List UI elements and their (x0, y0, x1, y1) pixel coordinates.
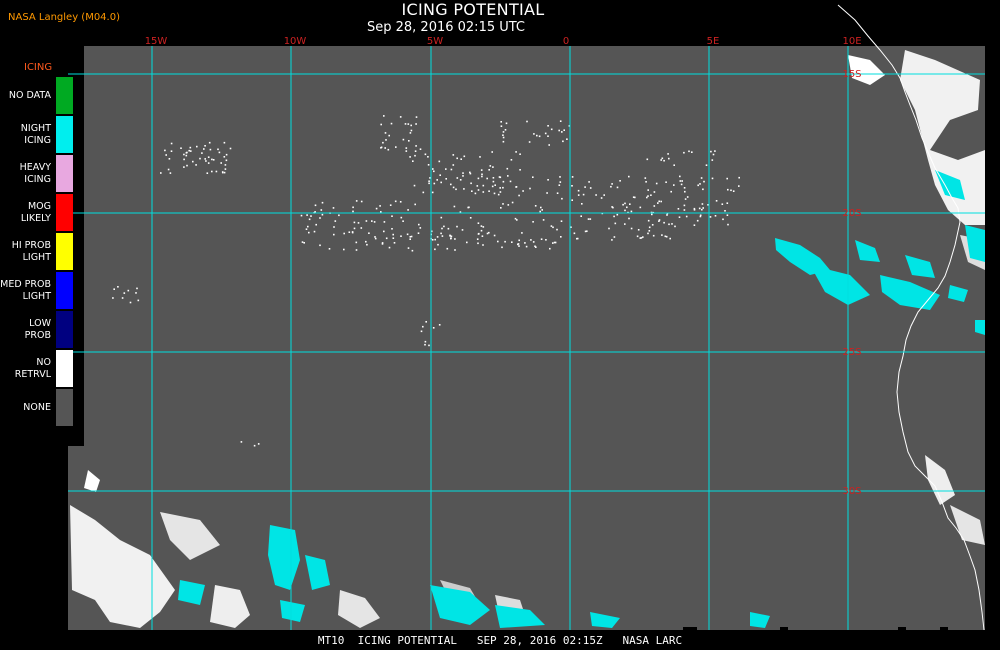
lat-label-15s: 15S (842, 69, 861, 80)
legend-item-label: LOW PROB (25, 310, 51, 349)
night-icing-patches (178, 170, 985, 628)
legend-item-label: NO DATA (9, 76, 51, 115)
legend-item-label-line: LIGHT (22, 251, 51, 263)
legend-item: MED PROB LIGHT (0, 271, 76, 310)
footer-caption: MT10 ICING POTENTIAL SEP 28, 2016 02:15Z… (317, 634, 683, 647)
legend-item-label-line: LOW (29, 317, 51, 329)
graticule-labels: 15W 10W 5W 0 5E 10E 15S 20S 25S 30S (145, 36, 862, 497)
lat-label-30s: 30S (842, 486, 861, 497)
legend-item: NIGHT ICING (0, 115, 76, 154)
legend-item-label-line: HI PROB (11, 239, 51, 251)
legend-item-label-line: MOG (27, 200, 51, 212)
map-timestamp: Sep 28, 2016 02:15 UTC (366, 20, 526, 35)
legend-item: HI PROB LIGHT (0, 232, 76, 271)
legend-item-label-line: PROB (24, 329, 51, 341)
lon-label-0: 0 (563, 36, 569, 47)
lon-label-10e: 10E (842, 36, 861, 47)
legend-item-label-line: NONE (23, 401, 51, 413)
legend-swatch (56, 116, 73, 153)
legend-item-label-line: RETRVL (14, 368, 51, 380)
map-field (68, 46, 985, 630)
lon-label-5e: 5E (707, 36, 720, 47)
legend-item: NO DATA (0, 76, 76, 115)
legend-item-label: NIGHT ICING (21, 115, 51, 154)
legend-item: MOG LIKELY (0, 193, 76, 232)
legend-item: NONE (0, 388, 76, 427)
legend-item-label-line: MED PROB (0, 278, 51, 290)
legend: NO DATA NIGHT ICING HEAVY ICING MOG LIKELY HI P… (0, 76, 76, 431)
coastline (837, 4, 985, 631)
bottom-ticks (683, 627, 948, 630)
graticule (68, 46, 985, 630)
legend-item-label: NO RETRVL (15, 349, 51, 388)
legend-item-label-line: NIGHT (20, 122, 51, 134)
legend-title: ICING (24, 62, 53, 73)
legend-swatch (56, 272, 73, 309)
legend-item-label-line: ICING (24, 134, 51, 146)
legend-item-label: HI PROB LIGHT (12, 232, 51, 271)
legend-item: NO RETRVL (0, 349, 76, 388)
legend-swatch (56, 350, 73, 387)
legend-item-label-line: NO (36, 356, 51, 368)
legend-item-label: NONE (23, 388, 51, 427)
lon-label-15w: 15W (145, 36, 168, 47)
legend-swatch (56, 155, 73, 192)
legend-swatch (56, 194, 73, 231)
legend-item-label-line: LIKELY (20, 212, 51, 224)
source-label: NASA Langley (M04.0) (8, 12, 120, 23)
legend-item-label: MOG LIKELY (21, 193, 51, 232)
legend-item-label: MED PROB LIGHT (0, 271, 51, 310)
legend-swatch (56, 389, 73, 426)
lon-label-5w: 5W (427, 36, 443, 47)
legend-item: LOW PROB (0, 310, 76, 349)
legend-item: HEAVY ICING (0, 154, 76, 193)
legend-swatch (56, 233, 73, 270)
legend-item-label-line: ICING (24, 173, 51, 185)
lon-label-10w: 10W (284, 36, 307, 47)
lat-label-20s: 20S (842, 208, 861, 219)
lat-label-25s: 25S (842, 347, 861, 358)
map-title: ICING POTENTIAL (401, 0, 545, 19)
legend-swatch (56, 311, 73, 348)
legend-item-label: HEAVY ICING (20, 154, 51, 193)
legend-item-label-line: LIGHT (22, 290, 51, 302)
legend-swatch (56, 77, 73, 114)
legend-item-label-line: NO DATA (8, 89, 51, 101)
legend-item-label-line: HEAVY (19, 161, 51, 173)
